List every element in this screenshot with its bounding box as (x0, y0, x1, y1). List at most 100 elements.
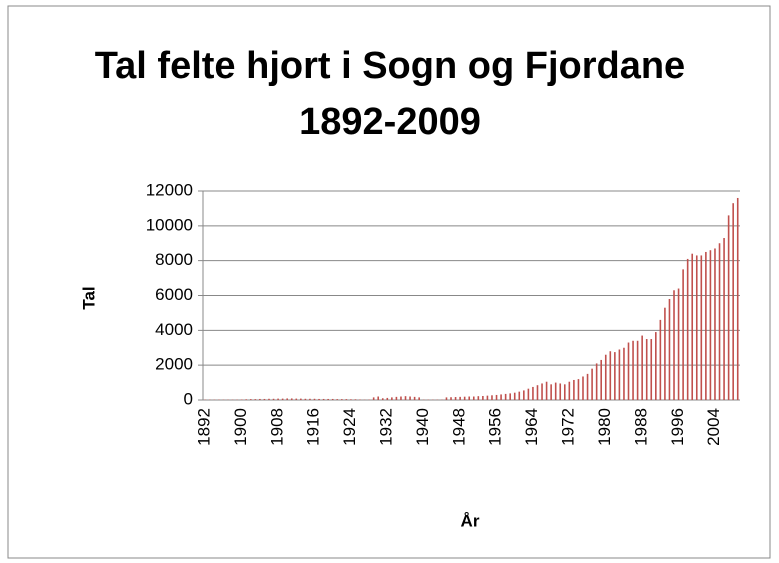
bar (686, 258, 689, 400)
bar (395, 396, 398, 400)
bar (586, 373, 589, 400)
y-tick-label: 12000 (146, 180, 193, 199)
bar (709, 250, 712, 400)
bar (600, 359, 602, 400)
bar (509, 393, 511, 400)
bar (377, 396, 380, 400)
bar (495, 394, 498, 400)
bar (359, 399, 361, 400)
x-tick-label: 1980 (595, 408, 614, 446)
y-tick-label: 2000 (155, 355, 193, 374)
bar (313, 398, 316, 400)
bar (614, 352, 616, 400)
bar (409, 396, 411, 400)
bar (290, 398, 293, 400)
bar (554, 382, 557, 400)
bar (254, 399, 257, 400)
bar (450, 397, 452, 400)
bar (477, 396, 480, 400)
bar (736, 197, 739, 400)
bar (609, 351, 612, 400)
bar (263, 398, 266, 400)
bar (272, 398, 275, 400)
x-tick-label: 1956 (486, 408, 505, 446)
bar (345, 399, 348, 400)
bar (445, 397, 448, 400)
bar (668, 298, 671, 400)
bar (604, 354, 607, 400)
bar (281, 398, 284, 400)
bar (391, 397, 393, 400)
bar (705, 251, 707, 400)
x-tick-label: 1908 (267, 408, 286, 446)
bar (550, 384, 552, 400)
bar (723, 238, 725, 400)
chart-frame (7, 5, 771, 559)
x-tick-label: 1972 (559, 408, 578, 446)
bar (249, 399, 252, 400)
bar (336, 399, 339, 400)
bar (504, 393, 507, 400)
bar (591, 368, 593, 400)
bar (322, 398, 325, 400)
x-tick-label: 1948 (449, 408, 468, 446)
bar (541, 383, 543, 400)
x-tick-label: 1996 (668, 408, 687, 446)
bar (304, 398, 307, 400)
y-tick-label: 10000 (146, 215, 193, 234)
bar (400, 396, 402, 400)
bar (318, 398, 320, 400)
bar (482, 395, 484, 400)
bar (454, 397, 457, 400)
bar (695, 255, 698, 400)
x-tick-label: 1940 (413, 408, 432, 446)
bar (655, 332, 657, 400)
x-tick-label: 1924 (340, 408, 359, 446)
x-tick-label: 1932 (377, 408, 396, 446)
chart-title: Tal felte hjort i Sogn og Fjordane 1892-… (94, 45, 686, 143)
x-tick-label: 1892 (194, 408, 213, 446)
bar (486, 395, 489, 400)
x-tick-label: 1900 (231, 408, 250, 446)
bar (545, 381, 548, 400)
bar (491, 395, 493, 400)
bar (350, 399, 352, 400)
bar (259, 398, 261, 400)
bar (245, 399, 248, 400)
bar (381, 398, 384, 400)
bar (664, 307, 666, 400)
bar (636, 340, 639, 400)
bar (286, 398, 288, 400)
bar (331, 398, 334, 400)
bar (518, 391, 521, 400)
bar (300, 398, 302, 400)
bar (623, 347, 625, 400)
x-tick-label: 1964 (522, 408, 541, 446)
x-axis-label: År (461, 511, 480, 530)
bar (563, 384, 566, 400)
y-tick-label: 0 (184, 389, 193, 408)
y-tick-label: 4000 (155, 320, 193, 339)
y-tick-label: 6000 (155, 285, 193, 304)
bar (673, 290, 675, 400)
bar (732, 203, 734, 400)
bar (577, 379, 580, 400)
x-tick-label: 1988 (631, 408, 650, 446)
bar (523, 390, 525, 400)
bar (682, 269, 684, 400)
bar (532, 386, 534, 400)
bar (418, 397, 420, 400)
bar (277, 398, 279, 400)
bar (582, 376, 584, 400)
x-tick-label: 1916 (304, 408, 323, 446)
bar (527, 388, 530, 400)
bar (700, 255, 703, 400)
x-tick-label: 2004 (704, 408, 723, 446)
bar (677, 288, 680, 400)
bar (463, 396, 466, 400)
bar (468, 396, 471, 400)
bar (618, 349, 621, 400)
bar (559, 383, 562, 400)
